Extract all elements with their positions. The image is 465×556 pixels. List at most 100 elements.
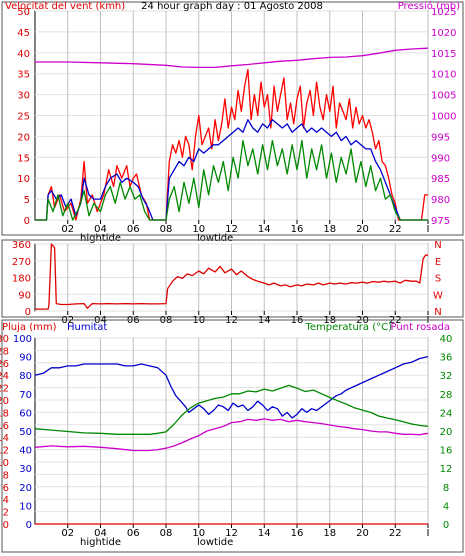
x-tick-label: I xyxy=(427,528,430,539)
temperature-y-tick-label: 4 xyxy=(443,501,449,512)
direction-y-tick-label: 0 xyxy=(25,307,31,318)
rain-y-tick-label: 24 xyxy=(0,371,9,382)
tide-label: lowtide xyxy=(197,233,233,244)
wind-y-tick-label: 15 xyxy=(17,153,30,164)
temperature-y-tick-label: 0 xyxy=(443,520,449,531)
wind-y-tick-label: 40 xyxy=(17,49,30,60)
rain-y-tick-label: 18 xyxy=(0,408,9,419)
x-tick-label: I xyxy=(427,224,430,235)
rain-y-tick-label: 20 xyxy=(0,396,9,407)
rain-y-tick-label: 30 xyxy=(0,334,9,345)
compass-tick-label: N xyxy=(434,307,441,318)
pressure-y-tick-label: 980 xyxy=(431,195,450,206)
wind-avg-series xyxy=(35,119,428,221)
wind-y-tick-label: 25 xyxy=(17,112,30,123)
x-tick-label: 16 xyxy=(291,528,304,539)
panel-frame-2 xyxy=(1,239,464,318)
x-tick-label: 06 xyxy=(127,224,140,235)
humidity-series xyxy=(34,355,429,419)
x-tick-label: 04 xyxy=(94,224,107,235)
pressure-y-tick-label: 1015 xyxy=(431,49,456,60)
temperature-y-tick-label: 8 xyxy=(443,483,449,494)
rain-y-tick-label: 6 xyxy=(3,483,9,494)
humidity-header: Humitat xyxy=(67,322,107,333)
compass-tick-label: S xyxy=(435,274,441,285)
direction-y-tick-label: 270 xyxy=(12,257,31,268)
humidity-y-tick-label: 30 xyxy=(19,464,32,475)
pressure-y-tick-label: 995 xyxy=(431,132,450,143)
x-tick-label: 04 xyxy=(94,528,107,539)
wind-direction-series xyxy=(35,243,428,310)
rain-y-tick-label: 2 xyxy=(3,508,9,519)
x-tick-label: 22 xyxy=(389,224,402,235)
temperature-y-tick-label: 40 xyxy=(440,334,453,345)
wind-header: Velocitat del vent (kmh) xyxy=(5,1,125,12)
temperature-header: Temperatura (°C) xyxy=(304,322,392,333)
humidity-y-tick-label: 10 xyxy=(19,501,32,512)
rain-y-tick-label: 8 xyxy=(3,470,9,481)
wind-y-tick-label: 45 xyxy=(17,28,30,39)
tide-label: hightide xyxy=(80,537,121,548)
wind-y-tick-label: 20 xyxy=(17,132,30,143)
dew-point-series xyxy=(34,418,429,452)
compass-tick-label: E xyxy=(435,257,441,268)
temperature-y-tick-label: 28 xyxy=(440,390,453,401)
compass-tick-label: N xyxy=(434,240,441,251)
temperature-y-tick-label: 12 xyxy=(440,464,453,475)
pressure-y-tick-label: 1000 xyxy=(431,112,456,123)
pressure-y-tick-label: 1010 xyxy=(431,70,456,81)
humidity-y-tick-label: 20 xyxy=(19,483,32,494)
rain-y-tick-label: 22 xyxy=(0,384,9,395)
panel-frame-1 xyxy=(1,1,464,236)
x-tick-label: 08 xyxy=(160,224,173,235)
rain-y-tick-label: 28 xyxy=(0,346,9,357)
rain-y-tick-label: 0 xyxy=(3,520,9,531)
rain-y-tick-label: 26 xyxy=(0,359,9,370)
x-tick-label: 18 xyxy=(323,224,336,235)
temperature-y-tick-label: 20 xyxy=(440,427,453,438)
humidity-y-tick-label: 40 xyxy=(19,446,32,457)
humidity-y-tick-label: 100 xyxy=(13,334,32,345)
rain-y-tick-label: 12 xyxy=(0,446,9,457)
pressure-header: Pressió (mb) xyxy=(398,0,460,12)
pressure-y-tick-label: 975 xyxy=(431,216,450,227)
direction-y-tick-label: 360 xyxy=(12,240,31,251)
tide-label: hightide xyxy=(80,233,121,244)
x-tick-label: 20 xyxy=(356,224,369,235)
rain-y-tick-label: 14 xyxy=(0,433,9,444)
temperature-y-tick-label: 36 xyxy=(440,353,453,364)
x-tick-label: 06 xyxy=(127,528,140,539)
wind-y-tick-label: 35 xyxy=(17,70,30,81)
wind-y-tick-label: 5 xyxy=(24,195,30,206)
direction-y-tick-label: 180 xyxy=(12,274,31,285)
wind-y-tick-label: 30 xyxy=(17,91,30,102)
pressure-series xyxy=(35,47,429,69)
humidity-y-tick-label: 0 xyxy=(26,520,32,531)
wind-min-series xyxy=(35,139,428,221)
x-tick-label: 10 xyxy=(192,528,205,539)
pressure-y-tick-label: 1005 xyxy=(431,91,456,102)
x-tick-label: 14 xyxy=(258,528,271,539)
wind-y-tick-label: 0 xyxy=(24,216,30,227)
pressure-y-tick-label: 985 xyxy=(431,174,450,185)
rain-header: Pluja (mm) xyxy=(2,322,57,333)
graph-day-title: 24 hour graph day : 01 Agosto 2008 xyxy=(141,1,323,12)
rain-y-tick-label: 10 xyxy=(0,458,9,469)
x-tick-label: 18 xyxy=(323,528,336,539)
panel-frame-3 xyxy=(1,319,464,553)
humidity-y-tick-label: 80 xyxy=(19,371,32,382)
humidity-y-tick-label: 90 xyxy=(19,353,32,364)
temperature-y-tick-label: 24 xyxy=(440,408,453,419)
dew-point-header: Punt rosada xyxy=(391,322,450,333)
x-tick-label: 20 xyxy=(356,528,369,539)
temperature-y-tick-label: 32 xyxy=(440,371,453,382)
x-tick-label: 08 xyxy=(160,528,173,539)
x-tick-label: 14 xyxy=(258,224,271,235)
wind-gust-series xyxy=(35,68,428,221)
x-tick-label: 12 xyxy=(225,528,238,539)
humidity-y-tick-label: 50 xyxy=(19,427,32,438)
temperature-series xyxy=(34,384,429,435)
tide-label: lowtide xyxy=(197,537,233,548)
